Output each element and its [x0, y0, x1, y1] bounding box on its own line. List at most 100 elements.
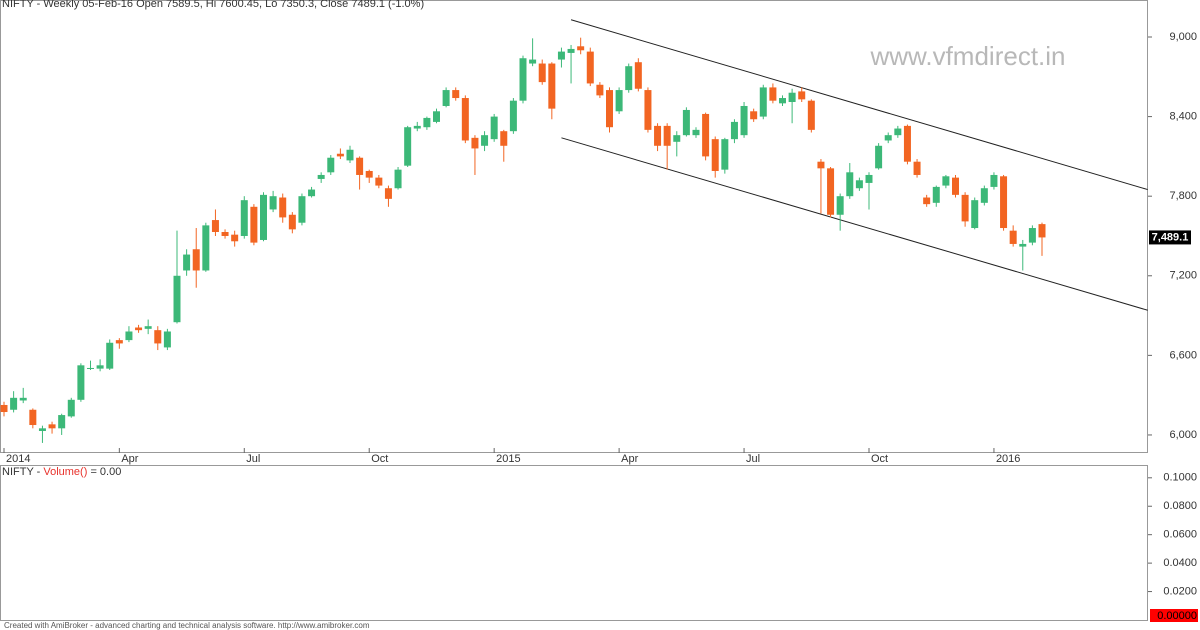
candle-body [884, 135, 892, 141]
y-tick-label: 7,200 [1169, 270, 1197, 282]
x-tick-label: Jul [746, 453, 760, 465]
candle-body [96, 365, 104, 369]
candle-body [29, 409, 37, 426]
candle-body [865, 174, 873, 183]
x-tick-label: 2014 [6, 453, 30, 465]
candle-body [240, 200, 248, 236]
candle-body [115, 340, 123, 344]
value-label-box [1150, 609, 1198, 622]
candle-body [67, 399, 75, 417]
candle-body [163, 331, 171, 348]
candle-body [634, 62, 642, 89]
volume-title-part: NIFTY - [2, 466, 43, 478]
candle-body [317, 174, 325, 179]
y-tick-label: 0.0400 [1163, 557, 1197, 569]
candle-body [173, 275, 181, 323]
candle-body [980, 188, 988, 203]
candle-body [759, 87, 767, 117]
candle-body [1009, 230, 1017, 244]
candle-body [58, 415, 66, 429]
x-tick-label: 2015 [496, 453, 520, 465]
y-tick-label: 0.0200 [1163, 585, 1197, 597]
candle-body [183, 254, 191, 271]
candle-body [942, 176, 950, 186]
candle-body [221, 232, 229, 236]
x-tick-label: Oct [871, 453, 888, 465]
candle-body [740, 105, 748, 136]
candle-body [903, 125, 911, 162]
candle-body [384, 188, 392, 199]
candle-body [548, 63, 556, 109]
candle-body [596, 84, 604, 96]
candle-body [327, 157, 335, 173]
candle-body [577, 46, 585, 51]
candle-body [855, 180, 863, 189]
candle-body [606, 90, 613, 128]
last-value-label: 7,489.1 [1152, 231, 1189, 243]
candle-body [461, 98, 469, 141]
candle-body [346, 149, 354, 161]
candle-body [798, 91, 806, 100]
candle-body [481, 135, 489, 146]
y-tick-label: 6,000 [1169, 429, 1197, 441]
candle-body [375, 177, 383, 186]
candle-body [1028, 228, 1036, 243]
candle-body [490, 116, 498, 140]
candle-body [135, 327, 143, 331]
candle-body [750, 111, 758, 120]
candle-body [807, 100, 815, 130]
footer: Created with AmiBroker - advanced charti… [4, 621, 370, 630]
candle-body [442, 90, 450, 106]
candle-body [529, 59, 537, 64]
y-tick-label: 0.0600 [1163, 529, 1197, 541]
candle-body [260, 194, 267, 240]
candle-body [10, 397, 18, 410]
chart-title: NIFTY - Weekly 05-Feb-16 Open 7589.5, Hi… [2, 0, 424, 10]
candle-body [779, 98, 786, 104]
y-tick-label: 9,000 [1169, 31, 1197, 43]
candle-body [673, 135, 681, 142]
candle-body [19, 397, 27, 401]
candle-body [231, 234, 239, 242]
candle-body [48, 424, 56, 429]
candle-body [471, 137, 479, 149]
candle-body [567, 48, 575, 53]
candle-body [519, 58, 527, 101]
y-tick-label: 7,800 [1169, 190, 1197, 202]
candle-body [0, 404, 8, 413]
candle-body [721, 139, 729, 170]
candle-body [1019, 243, 1027, 247]
candle-body [308, 189, 316, 197]
candle-body [913, 161, 921, 175]
candle-body [788, 92, 796, 103]
candle-body [433, 111, 440, 122]
x-tick-label: 2016 [996, 453, 1020, 465]
candle-body [654, 125, 662, 146]
candle-body [413, 125, 421, 129]
channel-line [570, 19, 1148, 191]
candle-body [817, 161, 825, 169]
volume-pane-frame [0, 465, 1148, 621]
candle-body [1038, 224, 1046, 238]
y-tick-label: 6,600 [1169, 349, 1197, 361]
candle-body [394, 169, 402, 189]
volume-title-part: = 0.00 [87, 466, 121, 478]
candle-body [125, 331, 133, 341]
candle-body [269, 196, 277, 210]
candle-body [1000, 176, 1008, 229]
candle-body [211, 220, 219, 233]
candle-body [500, 131, 508, 146]
last-value-box [1149, 230, 1191, 245]
candle-body [615, 90, 623, 112]
candle-body [932, 186, 940, 203]
y-tick-label: 0.0800 [1163, 500, 1197, 512]
candle-body [87, 367, 94, 369]
candle-body [423, 117, 431, 128]
value-label: 0.00000 [1157, 610, 1197, 622]
candle-body [586, 51, 594, 84]
candle-body [144, 326, 152, 329]
candle-body [827, 168, 835, 215]
x-tick-label: Apr [121, 453, 138, 465]
candle-body [682, 109, 690, 136]
